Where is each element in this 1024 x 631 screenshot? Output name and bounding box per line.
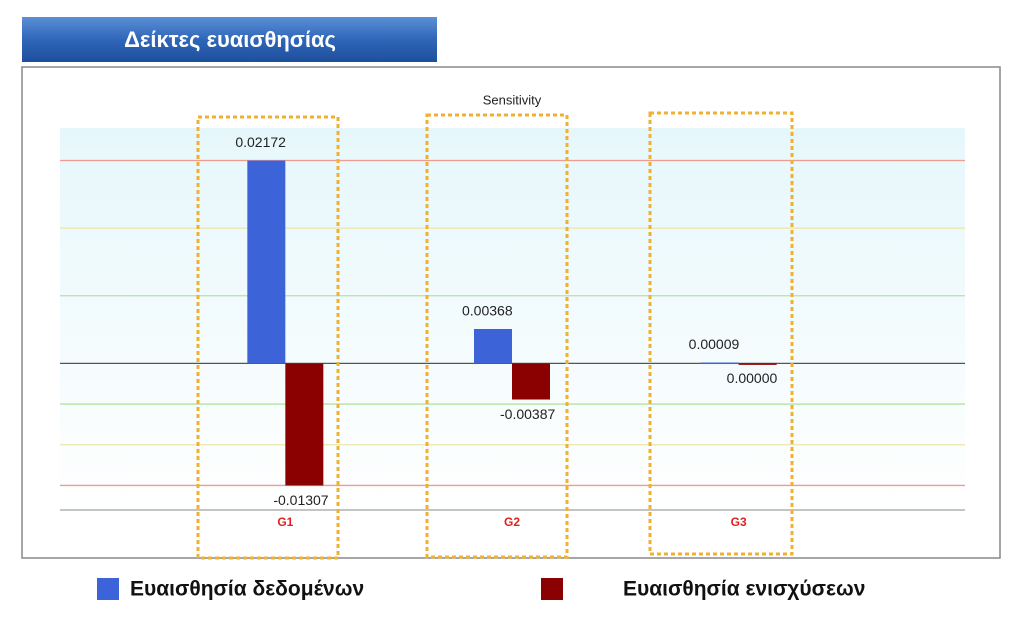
x-tick-label: G3 xyxy=(731,515,747,529)
x-tick-label: G1 xyxy=(277,515,293,529)
bar xyxy=(512,363,550,400)
bar xyxy=(738,363,777,365)
x-tick-label: G2 xyxy=(504,515,520,529)
bar xyxy=(700,362,739,365)
value-label: 0.00368 xyxy=(462,303,513,319)
bar xyxy=(285,363,324,486)
chart-title: Sensitivity xyxy=(483,92,542,107)
header-box xyxy=(22,17,437,62)
bar xyxy=(247,160,286,364)
plot-area xyxy=(60,128,965,510)
legend-swatch xyxy=(541,578,563,600)
value-label: 0.00000 xyxy=(727,370,778,386)
legend-label: Ευαισθησία ενισχύσεων xyxy=(623,578,865,601)
value-label: -0.01307 xyxy=(273,492,328,508)
group-frame xyxy=(196,115,340,560)
value-label: 0.00009 xyxy=(689,336,740,352)
header-title: Δείκτες ευαισθησίας xyxy=(124,27,336,52)
group-frame xyxy=(648,111,794,556)
marks: G1 0.02172 -0.01307 G2 0.00368 -0.00387 G3 0.00… xyxy=(60,134,965,529)
value-label: -0.00387 xyxy=(500,406,555,422)
group-frame xyxy=(425,113,569,559)
value-label: 0.02172 xyxy=(235,134,286,150)
legend-label: Ευαισθησία δεδομένων xyxy=(130,578,364,601)
bar xyxy=(474,328,512,364)
legend-swatch xyxy=(97,578,119,600)
